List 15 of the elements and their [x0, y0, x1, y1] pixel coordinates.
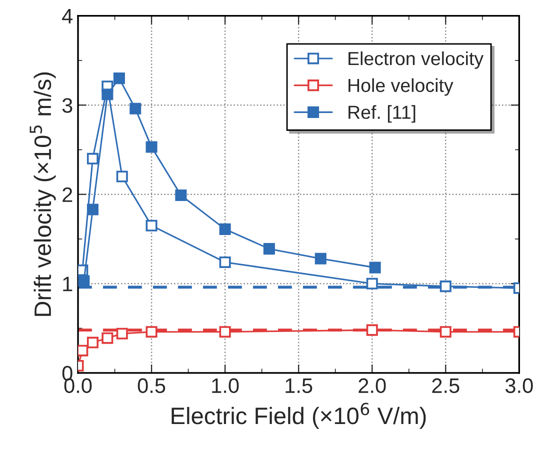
y-tick-label: 2	[62, 187, 72, 202]
x-tick-label: 1.0	[212, 378, 239, 394]
x-tick-label: 0.5	[138, 378, 166, 394]
legend-label: Electron velocity	[348, 51, 484, 69]
y-tick-label: 3	[62, 98, 72, 113]
y-tick-label: 4	[62, 9, 73, 24]
x-tick-label: 3.0	[505, 378, 533, 394]
y-tick-label: 1	[63, 276, 72, 292]
x-tick-label: 1.5	[286, 378, 312, 394]
x-tick-label: 2.5	[432, 378, 460, 394]
legend-label: Ref. [11]	[348, 105, 416, 123]
x-tick-label: 2.0	[358, 378, 386, 394]
legend-label: Hole velocity	[348, 78, 454, 96]
x-axis-title: Electric Field (×10$^{6}$ V/m)	[172, 402, 426, 429]
y-axis-title: Drift velocity (×10$^{5}$ m/s)	[30, 72, 56, 316]
